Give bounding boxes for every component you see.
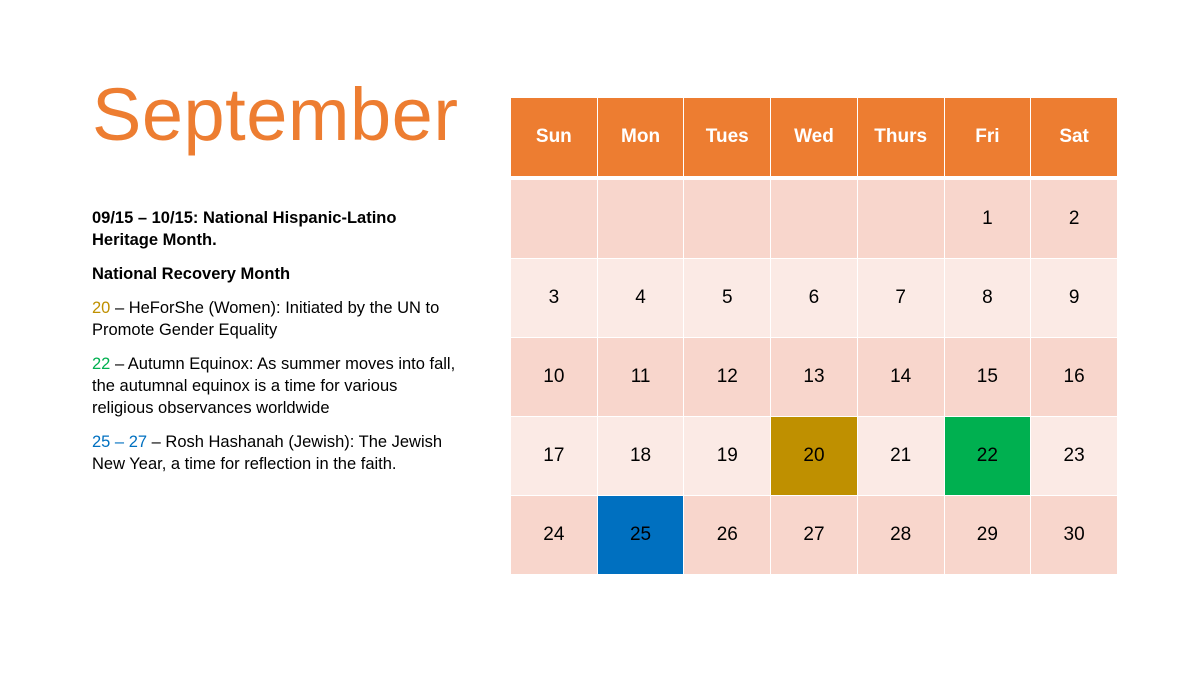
page-title: September <box>92 73 459 156</box>
weekday-header: Thurs <box>856 97 945 179</box>
weekday-header: Fri <box>943 97 1032 179</box>
day-cell: 30 <box>1030 495 1118 575</box>
day-cell: 13 <box>770 337 858 417</box>
event-date: 22 <box>92 355 111 373</box>
day-cell: 21 <box>856 416 945 496</box>
heritage-month-note: 09/15 – 10/15: National Hispanic-Latino … <box>92 209 397 249</box>
day-cell: 4 <box>596 258 685 338</box>
week-row: 17 18 19 20 21 22 23 <box>510 416 1118 496</box>
day-cell: 1 <box>943 177 1032 259</box>
day-cell: 8 <box>943 258 1032 338</box>
day-cell <box>856 177 945 259</box>
day-cell: 12 <box>683 337 772 417</box>
day-cell: 7 <box>856 258 945 338</box>
day-cell: 9 <box>1030 258 1118 338</box>
day-cell: 5 <box>683 258 772 338</box>
event-date: 25 – 27 <box>92 433 148 451</box>
week-row: 10 11 12 13 14 15 16 <box>510 337 1118 417</box>
event-text: – HeForShe (Women): Initiated by the UN … <box>92 299 440 339</box>
observances-notes: 09/15 – 10/15: National Hispanic-Latino … <box>92 207 462 487</box>
day-cell: 26 <box>683 495 772 575</box>
day-cell: 28 <box>856 495 945 575</box>
week-row: 3 4 5 6 7 8 9 <box>510 258 1118 338</box>
week-row: 24 25 26 27 28 29 30 <box>510 495 1118 575</box>
day-cell: 11 <box>596 337 685 417</box>
day-cell-highlighted: 22 <box>943 416 1032 496</box>
day-cell: 15 <box>943 337 1032 417</box>
weekday-header: Wed <box>770 97 858 179</box>
day-cell: 2 <box>1030 177 1118 259</box>
day-cell: 6 <box>770 258 858 338</box>
event-date: 20 <box>92 299 111 317</box>
weekday-header: Sun <box>510 97 598 179</box>
day-cell <box>596 177 685 259</box>
day-cell: 24 <box>510 495 598 575</box>
weekday-header: Tues <box>683 97 772 179</box>
event-note-heforshe: 20 – HeForShe (Women): Initiated by the … <box>92 297 462 341</box>
day-cell <box>683 177 772 259</box>
recovery-month-note: National Recovery Month <box>92 265 291 283</box>
day-cell: 23 <box>1030 416 1118 496</box>
weekday-header: Sat <box>1030 97 1118 179</box>
day-cell: 17 <box>510 416 598 496</box>
calendar-table: Sun Mon Tues Wed Thurs Fri Sat 1 <box>510 97 1118 575</box>
weekday-header-row: Sun Mon Tues Wed Thurs Fri Sat <box>510 97 1118 179</box>
calendar: Sun Mon Tues Wed Thurs Fri Sat 1 <box>510 97 1118 578</box>
day-cell-highlighted: 25 <box>596 495 685 575</box>
day-cell: 27 <box>770 495 858 575</box>
day-cell: 14 <box>856 337 945 417</box>
day-cell: 16 <box>1030 337 1118 417</box>
event-text: – Autumn Equinox: As summer moves into f… <box>92 355 456 417</box>
event-note-equinox: 22 – Autumn Equinox: As summer moves int… <box>92 353 462 419</box>
day-cell: 3 <box>510 258 598 338</box>
day-cell: 19 <box>683 416 772 496</box>
day-cell: 29 <box>943 495 1032 575</box>
day-cell: 10 <box>510 337 598 417</box>
event-text: – Rosh Hashanah (Jewish): The Jewish New… <box>92 433 443 473</box>
event-note-rosh-hashanah: 25 – 27 – Rosh Hashanah (Jewish): The Je… <box>92 431 462 475</box>
day-cell: 18 <box>596 416 685 496</box>
day-cell <box>770 177 858 259</box>
week-row: 1 2 <box>510 177 1118 259</box>
day-cell <box>510 177 598 259</box>
weekday-header: Mon <box>596 97 685 179</box>
day-cell-highlighted: 20 <box>770 416 858 496</box>
